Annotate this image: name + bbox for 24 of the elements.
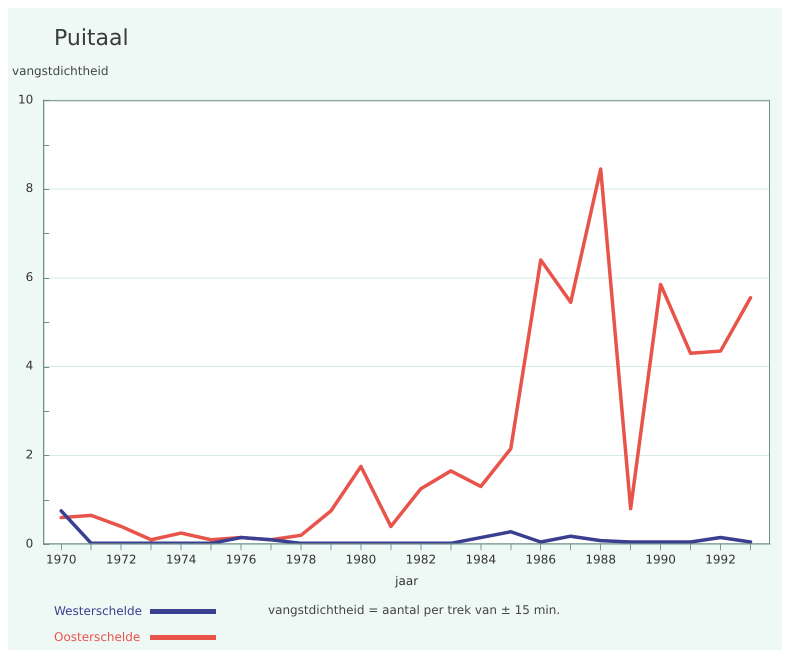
x-tick-label: 1986 [525, 552, 556, 567]
y-tick-label: 4 [26, 358, 34, 373]
y-tick-label: 6 [26, 270, 34, 284]
text: Oosterschelde [54, 630, 142, 644]
y-tick-label: 2 [26, 448, 34, 462]
x-tick-label: 1992 [705, 552, 736, 567]
x-axis-title: jaar [394, 574, 418, 588]
x-tick-label: 1974 [166, 552, 196, 567]
x-tick-label: 1984 [466, 552, 496, 567]
text: vangstdichtheid = aantal per trek van ± 15 min. [268, 603, 560, 617]
x-tick-label: 1990 [645, 552, 676, 567]
x-tick-label: 1972 [106, 552, 136, 567]
x-tick-label: 1982 [406, 552, 436, 567]
x-tick-label: 1988 [585, 552, 616, 567]
x-tick-label: 1978 [286, 552, 316, 567]
y-tick-label: 0 [26, 536, 34, 550]
y-axis-title: vangstdichtheid [12, 64, 108, 78]
chart-title: Puitaal [54, 26, 129, 51]
text: Westerschelde [54, 604, 143, 618]
y-tick-label: 8 [26, 181, 34, 196]
x-tick-label: 1970 [46, 552, 77, 567]
y-tick-label: 10 [18, 92, 34, 106]
x-tick-label: 1976 [226, 552, 256, 567]
x-tick-label: 1980 [346, 552, 376, 567]
